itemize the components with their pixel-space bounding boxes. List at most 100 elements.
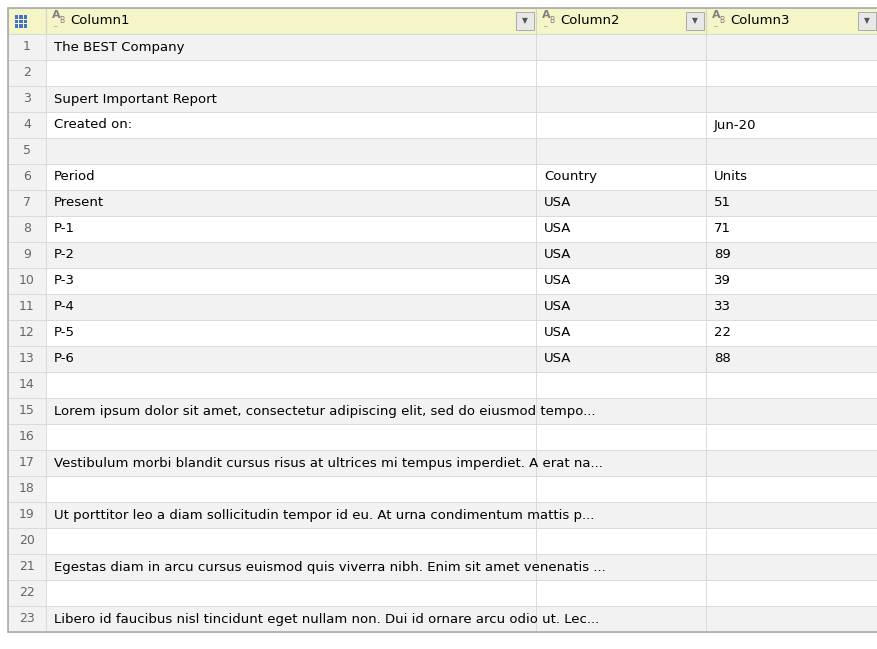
Bar [46, 190, 535, 216]
Bar [8, 8, 46, 34]
Bar [705, 528, 877, 554]
Text: 88: 88 [713, 352, 730, 365]
Text: Lorem ipsum dolor sit amet, consectetur adipiscing elit, sed do eiusmod tempo...: Lorem ipsum dolor sit amet, consectetur … [54, 404, 595, 417]
Text: Jun-20: Jun-20 [713, 119, 756, 132]
Text: 4: 4 [23, 119, 31, 132]
Text: _: _ [542, 21, 545, 27]
Bar [535, 320, 705, 346]
Bar [46, 294, 535, 320]
Text: Column2: Column2 [560, 14, 619, 27]
Text: Supert Important Report: Supert Important Report [54, 93, 217, 106]
Bar [15, 19, 18, 23]
Bar [46, 8, 535, 34]
Text: 22: 22 [713, 326, 731, 339]
Bar [705, 502, 877, 528]
Bar [535, 242, 705, 268]
Text: Period: Period [54, 171, 96, 184]
Bar [705, 112, 877, 138]
Bar [535, 112, 705, 138]
Bar [535, 34, 705, 60]
Bar [705, 320, 877, 346]
Bar [535, 8, 705, 34]
Bar [19, 19, 23, 23]
Text: ▼: ▼ [863, 16, 869, 25]
Text: The BEST Company: The BEST Company [54, 40, 184, 53]
Bar [8, 528, 46, 554]
Text: B: B [548, 16, 553, 25]
Text: 51: 51 [713, 197, 731, 210]
Bar [535, 86, 705, 112]
Bar [46, 606, 535, 632]
Bar [46, 320, 535, 346]
Text: Present: Present [54, 197, 104, 210]
Bar [46, 242, 535, 268]
Text: USA: USA [544, 275, 571, 288]
Bar [705, 138, 877, 164]
Text: USA: USA [544, 197, 571, 210]
Bar [705, 60, 877, 86]
Bar [46, 268, 535, 294]
Text: USA: USA [544, 223, 571, 236]
Bar [8, 190, 46, 216]
Bar [535, 424, 705, 450]
Bar [46, 372, 535, 398]
Text: 16: 16 [19, 430, 35, 443]
Text: A: A [711, 10, 720, 20]
Bar [8, 372, 46, 398]
Text: ▼: ▼ [522, 16, 527, 25]
Bar [46, 60, 535, 86]
Bar [705, 190, 877, 216]
Text: ▼: ▼ [691, 16, 697, 25]
Bar [535, 346, 705, 372]
Text: 17: 17 [19, 456, 35, 469]
Bar [8, 580, 46, 606]
Bar [535, 476, 705, 502]
Text: B: B [59, 16, 64, 25]
Bar [8, 346, 46, 372]
Text: P-1: P-1 [54, 223, 75, 236]
Text: USA: USA [544, 326, 571, 339]
Bar [705, 372, 877, 398]
Bar [705, 294, 877, 320]
Text: 13: 13 [19, 352, 35, 365]
Bar [705, 606, 877, 632]
Bar [8, 502, 46, 528]
Bar [535, 502, 705, 528]
Bar [24, 24, 27, 27]
Bar [535, 554, 705, 580]
Bar [705, 398, 877, 424]
Text: _: _ [53, 21, 56, 27]
Text: 33: 33 [713, 300, 731, 313]
Bar [8, 242, 46, 268]
Text: 7: 7 [23, 197, 31, 210]
Bar [8, 86, 46, 112]
Bar [8, 554, 46, 580]
Bar [8, 320, 46, 346]
Text: 20: 20 [19, 535, 35, 548]
Text: 39: 39 [713, 275, 730, 288]
Bar [24, 19, 27, 23]
Bar [705, 216, 877, 242]
Text: Country: Country [544, 171, 596, 184]
Bar [46, 138, 535, 164]
Bar [46, 450, 535, 476]
Text: 8: 8 [23, 223, 31, 236]
Bar [535, 294, 705, 320]
Text: 71: 71 [713, 223, 731, 236]
Bar [705, 346, 877, 372]
Bar [19, 24, 23, 27]
Bar [46, 398, 535, 424]
Text: A: A [541, 10, 550, 20]
Bar [15, 15, 18, 19]
Bar [46, 424, 535, 450]
Bar [705, 476, 877, 502]
Text: USA: USA [544, 352, 571, 365]
Text: 9: 9 [23, 249, 31, 262]
Bar [8, 138, 46, 164]
Text: 5: 5 [23, 145, 31, 158]
Bar [705, 242, 877, 268]
Bar [535, 60, 705, 86]
Bar [535, 580, 705, 606]
Bar [8, 398, 46, 424]
Bar [46, 86, 535, 112]
